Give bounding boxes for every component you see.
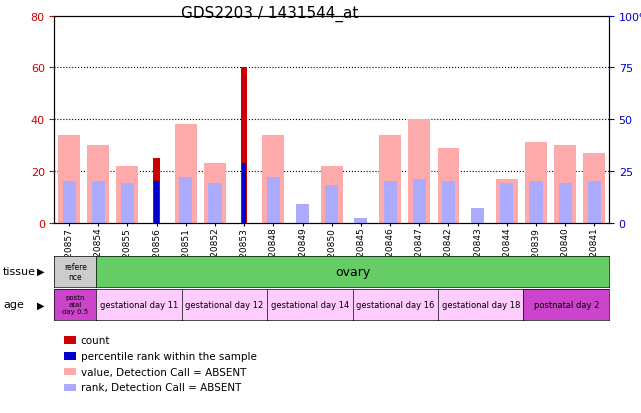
Bar — [354, 219, 367, 223]
Bar — [204, 164, 226, 223]
Text: rank, Detection Call = ABSENT: rank, Detection Call = ABSENT — [81, 382, 241, 392]
Bar — [64, 337, 76, 344]
Text: GDS2203 / 1431544_at: GDS2203 / 1431544_at — [181, 6, 358, 22]
Bar — [442, 182, 455, 223]
Bar — [500, 184, 513, 223]
Text: age: age — [3, 299, 24, 310]
Bar — [588, 182, 601, 223]
Bar — [58, 135, 80, 223]
Bar — [296, 204, 309, 223]
Bar — [325, 186, 338, 223]
Text: ovary: ovary — [335, 265, 370, 278]
Text: ▶: ▶ — [37, 266, 45, 277]
Bar — [558, 184, 572, 223]
Bar — [242, 163, 246, 223]
Bar — [408, 120, 430, 223]
Bar — [64, 368, 76, 375]
Text: gestational day 12: gestational day 12 — [185, 300, 263, 309]
Bar — [438, 148, 460, 223]
Bar — [262, 135, 285, 223]
Bar — [471, 209, 484, 223]
Bar — [92, 182, 105, 223]
Bar — [64, 384, 76, 391]
Text: gestational day 16: gestational day 16 — [356, 300, 435, 309]
Text: gestational day 11: gestational day 11 — [100, 300, 178, 309]
Bar — [153, 159, 160, 223]
Text: percentile rank within the sample: percentile rank within the sample — [81, 351, 256, 361]
Bar — [63, 182, 76, 223]
Bar — [208, 184, 222, 223]
Bar — [175, 125, 197, 223]
Bar — [583, 153, 605, 223]
Text: refere
nce: refere nce — [64, 262, 87, 281]
Text: postnatal day 2: postnatal day 2 — [533, 300, 599, 309]
Bar — [241, 68, 247, 223]
Bar — [179, 178, 192, 223]
Text: tissue: tissue — [3, 266, 36, 277]
Text: gestational day 18: gestational day 18 — [442, 300, 520, 309]
Bar — [554, 146, 576, 223]
Bar — [413, 180, 426, 223]
Bar — [383, 182, 397, 223]
Bar — [525, 143, 547, 223]
Bar — [529, 182, 542, 223]
Text: gestational day 14: gestational day 14 — [271, 300, 349, 309]
Bar — [379, 135, 401, 223]
Bar — [154, 182, 159, 223]
Text: count: count — [81, 335, 110, 345]
Bar — [87, 146, 109, 223]
Bar — [320, 166, 343, 223]
Bar — [64, 352, 76, 360]
Bar — [496, 179, 518, 223]
Text: ▶: ▶ — [37, 299, 45, 310]
Text: value, Detection Call = ABSENT: value, Detection Call = ABSENT — [81, 367, 246, 377]
Bar — [267, 178, 280, 223]
Text: postn
atal
day 0.5: postn atal day 0.5 — [62, 294, 88, 315]
Bar — [121, 184, 134, 223]
Bar — [117, 166, 138, 223]
